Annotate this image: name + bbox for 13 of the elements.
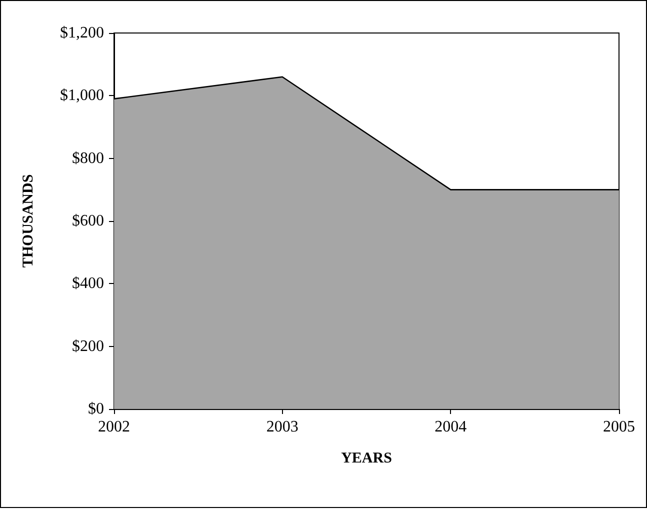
y-axis-title: THOUSANDS — [20, 174, 36, 268]
y-tick-label: $400 — [72, 275, 104, 292]
y-tick-label: $1,200 — [60, 24, 104, 42]
y-tick-label: $600 — [72, 212, 104, 230]
y-tick-label: $800 — [72, 150, 104, 167]
x-tick-label: 2005 — [603, 418, 635, 436]
y-tick-label: $1,000 — [60, 87, 104, 104]
x-axis-title: YEARS — [341, 450, 392, 466]
x-tick-label: 2002 — [98, 418, 130, 436]
y-tick-label: $200 — [72, 338, 104, 355]
x-tick-label: 2003 — [266, 418, 298, 436]
y-tick-label: $0 — [88, 400, 104, 418]
x-tick-label: 2004 — [434, 418, 467, 436]
